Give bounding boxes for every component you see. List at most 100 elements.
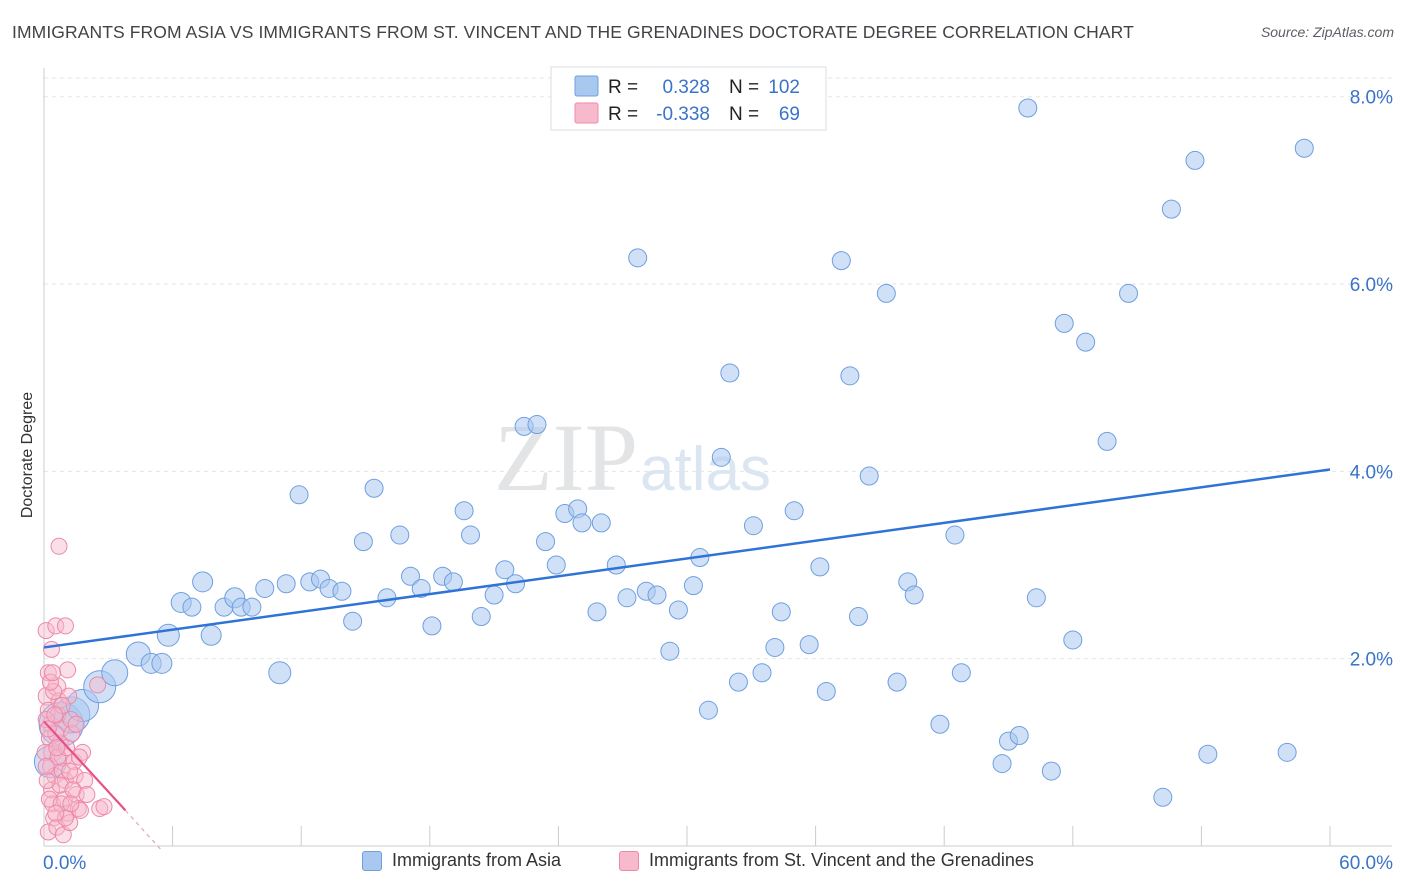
svg-point (47, 617, 65, 635)
asia-point (1185, 150, 1205, 170)
legend-label-asia: Immigrants from Asia (392, 850, 562, 870)
svg-point (56, 617, 74, 635)
asia-point (527, 415, 547, 435)
watermark-atlas: atlas (640, 435, 771, 504)
asia-point (377, 588, 397, 608)
asia-point (182, 597, 202, 617)
svg-point (76, 771, 94, 789)
asia-point (647, 585, 667, 605)
svg-point (50, 692, 68, 710)
svg-point (47, 804, 65, 822)
asia-point (268, 661, 292, 685)
svg-point (67, 715, 85, 733)
y-tick-label-0: 2.0% (1350, 650, 1393, 671)
asia-point (711, 447, 731, 467)
asia-point (771, 602, 791, 622)
asia-point (242, 597, 262, 617)
y-tick-label-1: 4.0% (1350, 462, 1393, 483)
asia-point (606, 555, 626, 575)
svg-point (66, 767, 84, 785)
svg-point (48, 739, 66, 757)
asia-point (484, 585, 504, 605)
asia-point (536, 532, 556, 552)
legend-swatch-svg-bottom (619, 850, 639, 871)
asia-point (728, 672, 748, 692)
legend-n-label-svg: N = (729, 104, 759, 125)
asia-point (720, 363, 740, 383)
legend-n-value-svg: 69 (779, 104, 800, 125)
asia-point (454, 501, 474, 521)
legend-item-asia[interactable]: Immigrants from Asia (362, 850, 561, 871)
asia-point (992, 754, 1012, 774)
asia-point (831, 251, 851, 271)
asia-point (668, 600, 688, 620)
asia-trend-line (43, 468, 1331, 649)
svg-point (78, 785, 96, 803)
asia-point (572, 513, 592, 533)
asia-point (784, 501, 804, 521)
asia-point (461, 525, 481, 545)
svg-point (95, 798, 113, 816)
svg-point (44, 664, 62, 682)
source-credit: Source: ZipAtlas.com (1260, 24, 1394, 40)
svg-points (36, 537, 113, 844)
svg-point (62, 711, 80, 729)
svg-point (61, 762, 79, 780)
asia-point (390, 525, 410, 545)
asia-point (471, 607, 491, 627)
legend-r-label-asia: R = (608, 77, 638, 98)
asia-point (151, 652, 173, 674)
asia-point (945, 525, 965, 545)
svg-point (52, 795, 70, 813)
legend-r-value-svg: -0.338 (656, 104, 710, 125)
asia-point (276, 574, 296, 594)
svg-point (62, 795, 80, 813)
asia-point (364, 478, 384, 498)
asia-point (343, 611, 363, 631)
asia-point (887, 672, 907, 692)
asia-point (904, 585, 924, 605)
asia-point (1153, 787, 1173, 807)
asia-point (752, 663, 772, 683)
asia-point (930, 714, 950, 734)
svg-point (37, 757, 55, 775)
asia-point (743, 516, 763, 536)
asia-point (192, 571, 214, 593)
asia-point (799, 635, 819, 655)
asia-point (1063, 630, 1083, 650)
asia-point (698, 700, 718, 720)
svg-point (59, 661, 77, 679)
asia-point (683, 576, 703, 596)
trend-lines (43, 468, 1331, 852)
svg-point (50, 537, 68, 555)
asia-point (1076, 332, 1096, 352)
asia-point (587, 602, 607, 622)
svg-point (91, 800, 109, 818)
legend-n-label-asia: N = (729, 77, 759, 98)
asia-point (617, 588, 637, 608)
bottom-legend: Immigrants from Asia Immigrants from St.… (0, 850, 1406, 880)
asia-point (1097, 431, 1117, 451)
asia-point (1009, 725, 1029, 745)
svg-trend-line (43, 720, 127, 812)
asia-point (1198, 744, 1218, 764)
svg-trend-extension (125, 810, 163, 852)
legend-swatch-asia (574, 75, 599, 97)
asia-point (876, 283, 896, 303)
asia-point (422, 616, 442, 636)
svg-point (89, 676, 107, 694)
legend-swatch-svg (574, 102, 599, 124)
legend-swatch-asia-bottom (362, 850, 382, 871)
asia-point (628, 248, 648, 268)
asia-point (591, 513, 611, 533)
tick-labels: 2.0% 4.0% 6.0% 8.0% 0.0% 60.0% (43, 88, 1393, 874)
y-tick-label-2: 6.0% (1350, 275, 1393, 296)
asia-point (1054, 313, 1074, 333)
asia-point (1277, 742, 1297, 762)
asia-point (1294, 138, 1314, 158)
svg-point (43, 640, 61, 658)
asia-point (495, 560, 515, 580)
asia-point (546, 555, 566, 575)
legend-item-svg[interactable]: Immigrants from St. Vincent and the Gren… (619, 850, 1034, 871)
